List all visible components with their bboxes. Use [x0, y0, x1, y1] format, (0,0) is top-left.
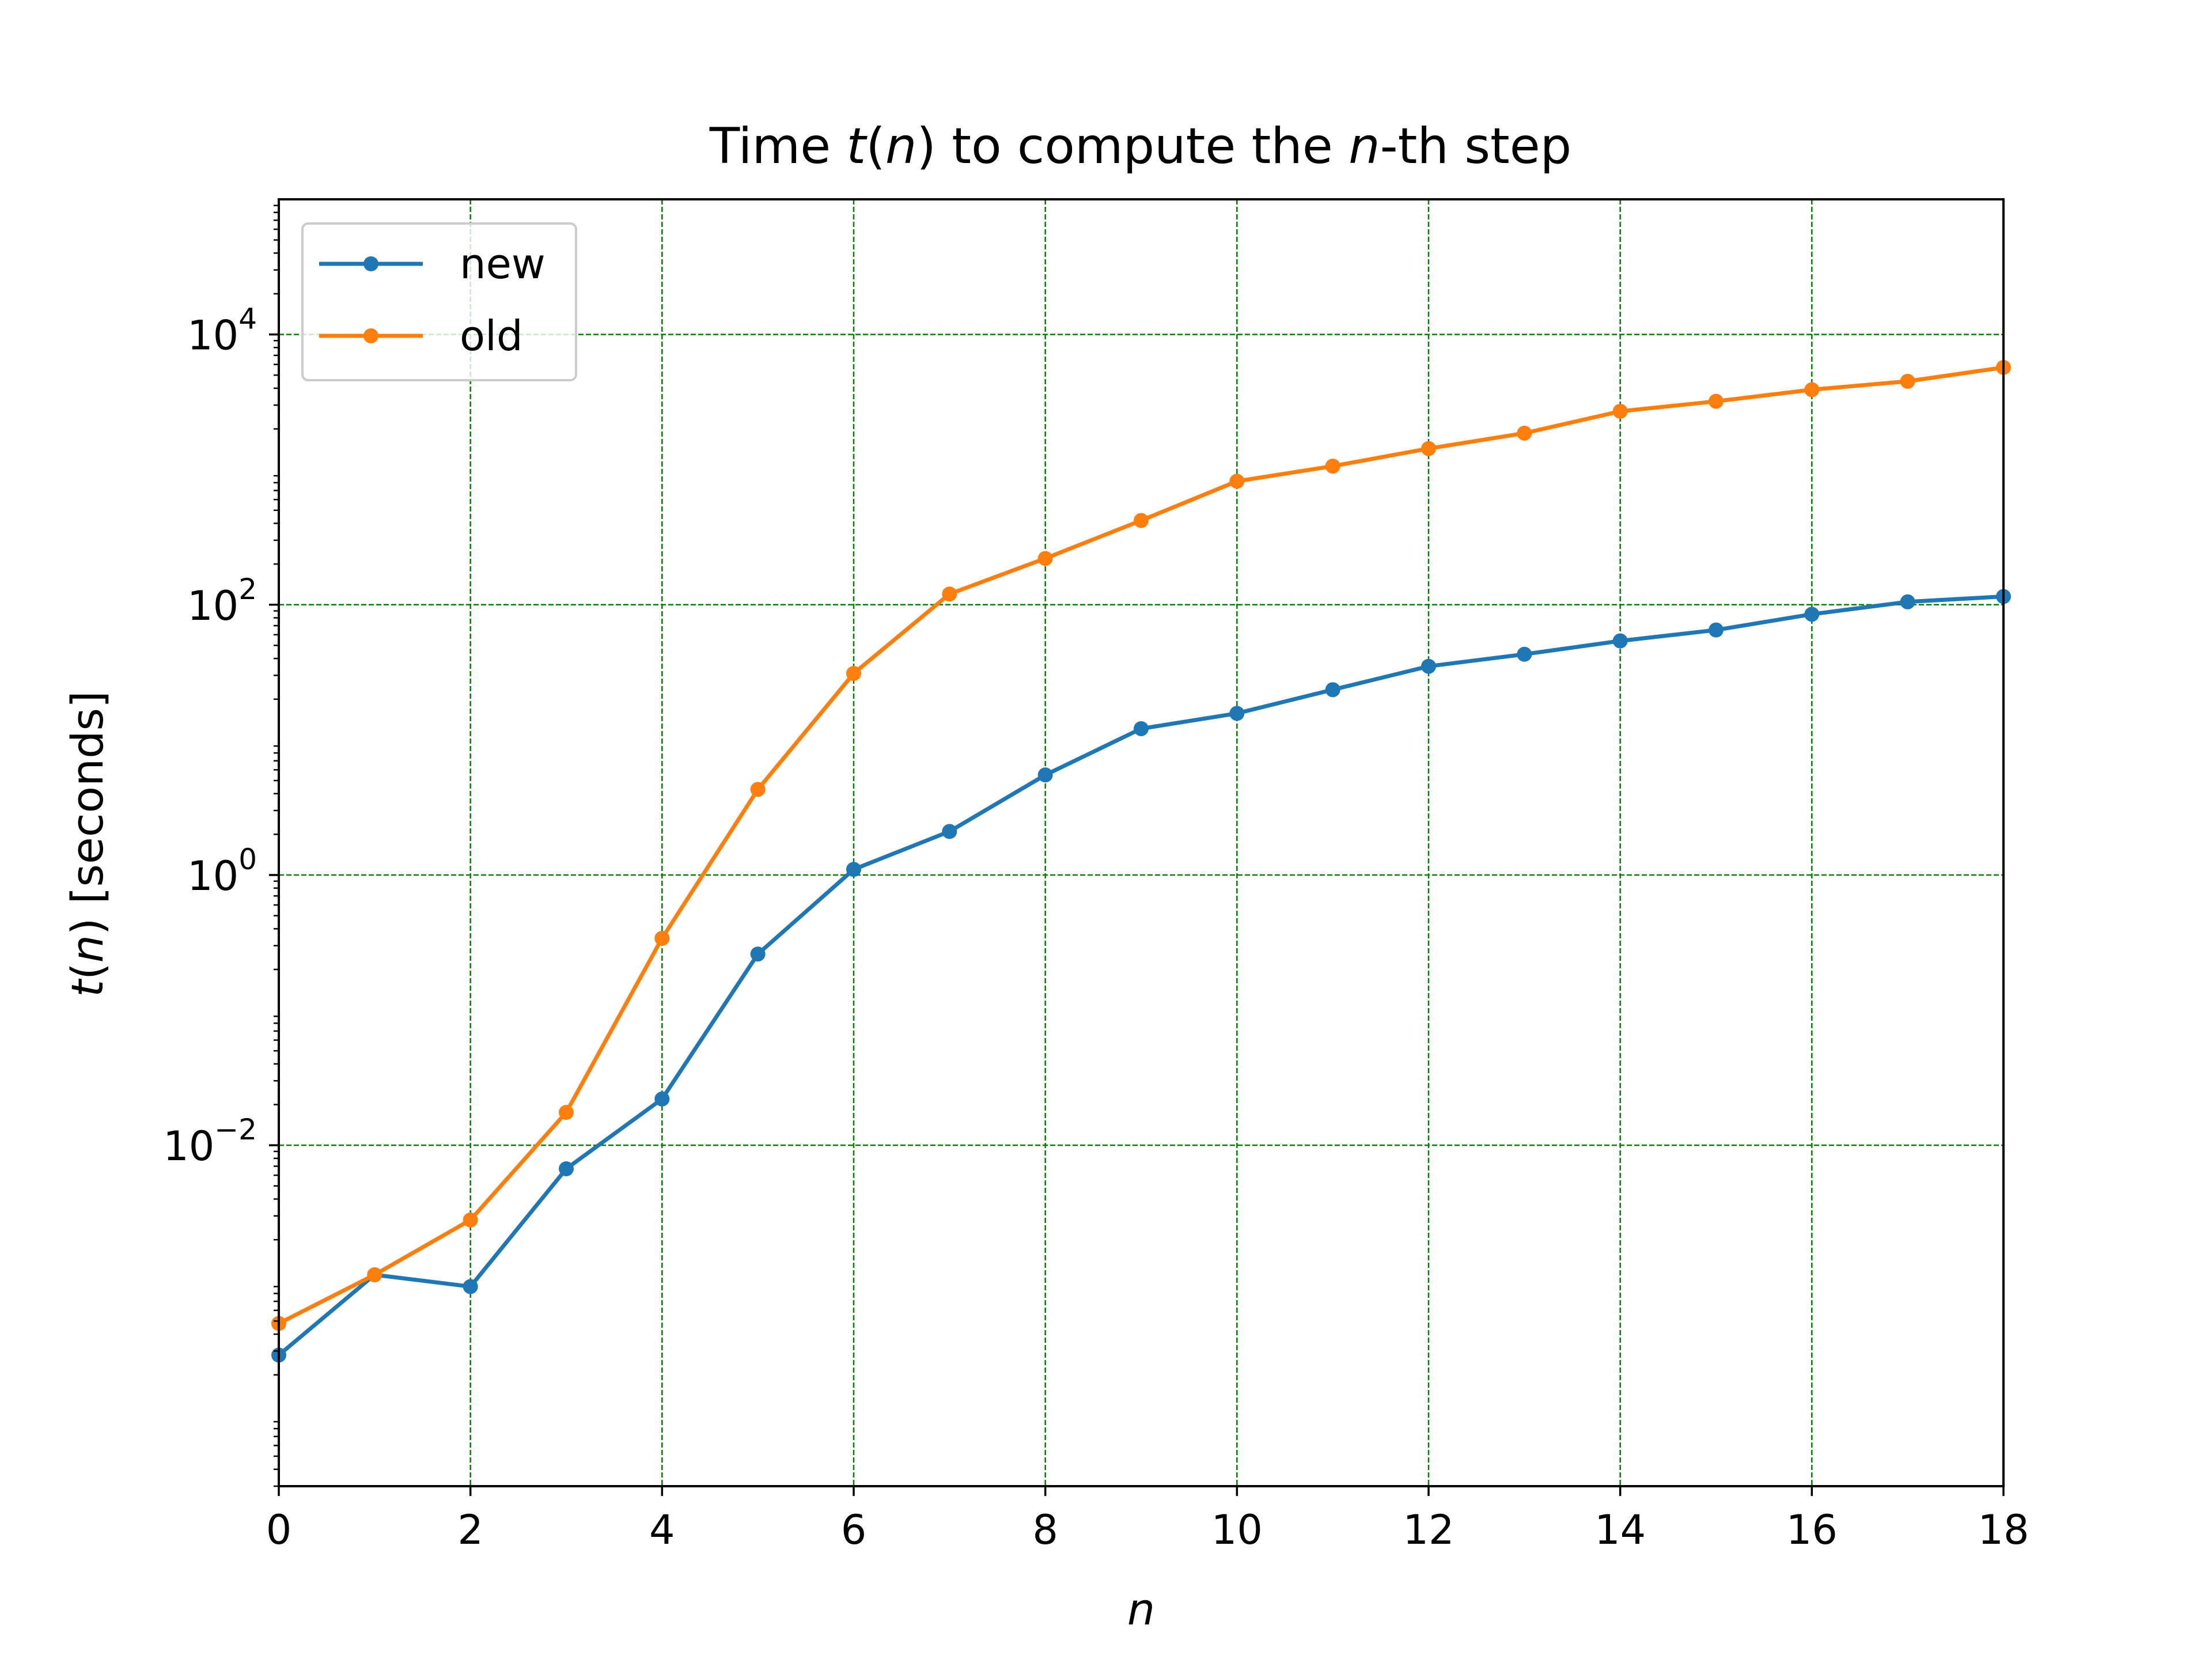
- legend-marker: [363, 256, 378, 271]
- plot-area: [279, 199, 2003, 1486]
- y-tick-label: 100: [187, 843, 257, 900]
- x-tick-label: 8: [1032, 1506, 1058, 1554]
- data-point-new: [654, 1091, 670, 1107]
- data-point-new: [463, 1279, 478, 1294]
- x-tick-label: 18: [1978, 1506, 2029, 1554]
- x-tick-label: 6: [841, 1506, 867, 1554]
- data-point-old: [1900, 373, 1915, 389]
- data-point-old: [750, 782, 766, 797]
- x-tick-label: 12: [1403, 1506, 1454, 1554]
- y-tick-label: 104: [187, 302, 257, 359]
- legend-label: old: [460, 312, 523, 360]
- data-point-old: [367, 1267, 382, 1283]
- data-point-old: [1037, 551, 1053, 566]
- data-point-new: [942, 824, 957, 839]
- data-point-new: [1517, 646, 1532, 662]
- data-point-old: [1612, 403, 1628, 419]
- data-point-old: [1421, 441, 1436, 456]
- x-tick-label: 0: [266, 1506, 292, 1554]
- data-point-old: [942, 586, 957, 602]
- data-point-new: [1325, 682, 1340, 698]
- series-layer: [271, 359, 2011, 1363]
- y-axis-ticks: 10−2 100 102 104: [163, 204, 279, 1487]
- x-tick-label: 16: [1786, 1506, 1838, 1554]
- legend: new old: [301, 222, 577, 381]
- x-tick-label: 14: [1594, 1506, 1646, 1554]
- data-point-new: [1037, 767, 1053, 783]
- data-point-new: [1134, 721, 1149, 736]
- data-point-old: [559, 1105, 574, 1120]
- y-tick-label: 102: [187, 573, 257, 630]
- x-tick-label: 2: [457, 1506, 483, 1554]
- legend-label: new: [460, 240, 546, 288]
- data-point-old: [654, 930, 670, 946]
- legend-item-old: old: [319, 312, 523, 360]
- data-point-new: [559, 1161, 574, 1176]
- legend-marker: [363, 328, 378, 343]
- data-point-new: [1900, 594, 1915, 609]
- data-point-old: [463, 1212, 478, 1228]
- data-point-new: [846, 862, 861, 877]
- x-tick-label: 10: [1211, 1506, 1263, 1554]
- y-tick-label: 10−2: [163, 1113, 257, 1170]
- x-axis-ticks: 0 2 4 6 8 10 12 14 16 18: [266, 1486, 2029, 1554]
- data-point-new: [1804, 607, 1820, 622]
- data-point-old: [1134, 513, 1149, 528]
- series-old: [271, 359, 2011, 1331]
- data-point-new: [1229, 706, 1245, 721]
- data-point-old: [846, 666, 861, 681]
- data-point-old: [1325, 459, 1340, 474]
- data-point-old: [1229, 474, 1245, 489]
- data-point-new: [750, 946, 766, 962]
- plot-frame: [278, 198, 2005, 1487]
- data-point-new: [1421, 658, 1436, 674]
- x-tick-label: 4: [649, 1506, 675, 1554]
- chart-title: Time t(n) to compute the n-th step: [709, 118, 1572, 175]
- x-axis-label: n: [1127, 1584, 1155, 1635]
- data-point-old: [1804, 382, 1820, 397]
- data-point-new: [1709, 622, 1724, 638]
- y-axis-label: t(n) [seconds]: [62, 691, 113, 997]
- data-point-new: [1612, 633, 1628, 649]
- data-point-old: [1517, 425, 1532, 441]
- legend-item-new: new: [319, 240, 546, 288]
- data-point-old: [1709, 393, 1724, 409]
